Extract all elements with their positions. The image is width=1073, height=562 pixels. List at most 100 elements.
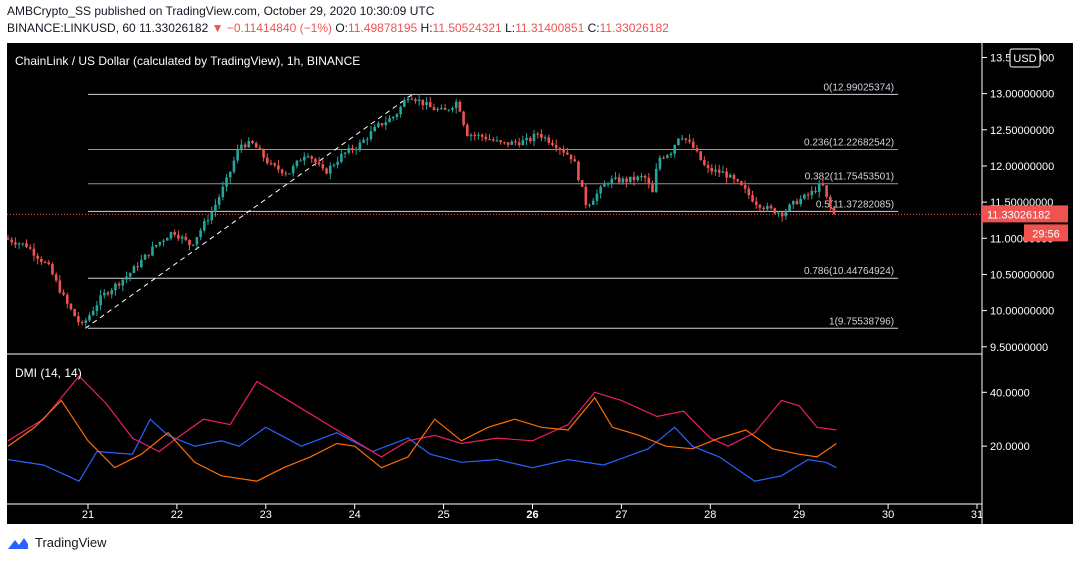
- candle-body: [80, 322, 84, 324]
- candle-body: [362, 139, 365, 143]
- candle-body: [269, 163, 273, 165]
- candle-body: [573, 159, 577, 162]
- candle-body: [91, 311, 95, 316]
- candle-body: [128, 273, 132, 277]
- countdown-tag: 29:56: [1024, 224, 1068, 242]
- change-value: ▼ −0.11414840 (−1%): [211, 21, 332, 35]
- time-tick-label: 29: [793, 509, 805, 521]
- candle-body: [410, 98, 414, 100]
- fibonacci-retracement[interactable]: 0(12.99025374) 0.236(12.22682542) 0.382(11…: [7, 82, 982, 329]
- candle-body: [747, 188, 751, 196]
- candle-body: [647, 177, 651, 185]
- candle-body: [825, 185, 828, 197]
- candle-body: [99, 295, 102, 306]
- candle-body: [58, 280, 62, 293]
- candle-body: [88, 315, 91, 321]
- candle-body: [780, 212, 784, 217]
- candle-body: [536, 133, 539, 135]
- candle-body: [458, 101, 462, 112]
- candle-body: [525, 137, 528, 141]
- candle-body: [421, 99, 425, 106]
- low-label: L:: [505, 21, 516, 35]
- candle-body: [673, 144, 677, 154]
- fib-level-label: 0.382(11.75453501): [805, 172, 894, 183]
- candle-body: [603, 184, 606, 187]
- price-tick-label: 10.50000000: [990, 269, 1054, 281]
- candle-body: [121, 279, 125, 286]
- candle-body: [236, 148, 239, 161]
- candle-body: [514, 141, 517, 143]
- currency-button[interactable]: USD: [1009, 48, 1041, 68]
- candle-body: [806, 194, 810, 196]
- candle-body: [703, 160, 706, 166]
- candle-body: [328, 165, 332, 174]
- candle-body: [777, 212, 780, 214]
- candle-body: [803, 194, 806, 199]
- candle-body: [503, 142, 506, 144]
- time-tick-label: 25: [437, 509, 449, 521]
- chart-svg[interactable]: 0(12.99025374) 0.236(12.22682542) 0.382(11…: [7, 43, 1073, 524]
- candle-body: [580, 180, 584, 187]
- candle-body: [17, 243, 21, 245]
- candle-body: [351, 148, 354, 150]
- time-tick-label: 26: [526, 509, 538, 521]
- symbol-label: BINANCE:LINKUSD, 60: [7, 21, 136, 35]
- candle-body: [10, 239, 13, 243]
- candle-body: [377, 123, 380, 127]
- candle-body: [628, 176, 632, 183]
- fib-trend-line[interactable]: [85, 93, 413, 329]
- footer-brand: TradingView: [35, 535, 107, 550]
- time-axis[interactable]: 21 22 23 24 25 26 27 28 29 30 31: [82, 504, 983, 521]
- chart-area[interactable]: 0(12.99025374) 0.236(12.22682542) 0.382(11…: [7, 43, 1073, 524]
- price-axis[interactable]: 13.5000000013.0000000012.5000000012.0000…: [982, 52, 1054, 354]
- candle-body: [721, 171, 725, 173]
- candle-body: [588, 204, 591, 206]
- candle-body: [714, 169, 717, 172]
- candle-body: [191, 244, 195, 246]
- fib-level-label: 1(9.75538796): [829, 316, 894, 327]
- candle-body: [510, 141, 514, 145]
- currency-button-frame[interactable]: [1009, 48, 1041, 68]
- candle-body: [69, 303, 73, 310]
- candle-body: [751, 195, 754, 202]
- candle-body: [695, 147, 699, 152]
- candle-body: [499, 140, 502, 143]
- fib-level-label: 0.236(12.22682542): [804, 138, 894, 149]
- candle-body: [743, 185, 747, 189]
- candle-body: [610, 178, 614, 184]
- candle-body: [443, 107, 447, 110]
- candle-body: [662, 157, 665, 159]
- candle-body: [569, 154, 573, 160]
- candle-body: [447, 109, 451, 111]
- fib-level-label: 0(12.99025374): [823, 82, 894, 93]
- candle-body: [506, 142, 510, 145]
- candle-body: [821, 183, 825, 186]
- candle-body: [632, 176, 636, 181]
- candle-body: [54, 274, 58, 281]
- candle-body: [169, 232, 173, 239]
- publisher-line: AMBCrypto_SS published on TradingView.co…: [7, 4, 435, 18]
- candle-body: [591, 200, 595, 205]
- candle-body: [343, 152, 347, 154]
- fib-level-label: 0.5(11.37282085): [816, 199, 894, 210]
- dmi-series: [7, 375, 837, 482]
- candle-body: [195, 237, 199, 245]
- candle-body: [440, 107, 443, 110]
- candle-body: [310, 156, 314, 159]
- candle-body: [188, 239, 191, 246]
- candle-body: [336, 161, 339, 165]
- candle-body: [562, 149, 565, 153]
- price-tick-label: 13.00000000: [990, 89, 1054, 101]
- candle-body: [32, 248, 36, 256]
- candle-body: [47, 262, 51, 265]
- candle-body: [399, 106, 402, 115]
- candle-body: [77, 316, 80, 323]
- candle-body: [84, 320, 88, 323]
- candle-body: [140, 259, 143, 268]
- candle-body: [262, 149, 265, 158]
- high-label: H:: [420, 21, 433, 35]
- candle-body: [729, 174, 732, 178]
- currency-button-label[interactable]: USD: [1013, 53, 1036, 65]
- candle-body: [117, 283, 121, 286]
- candle-body: [36, 255, 39, 259]
